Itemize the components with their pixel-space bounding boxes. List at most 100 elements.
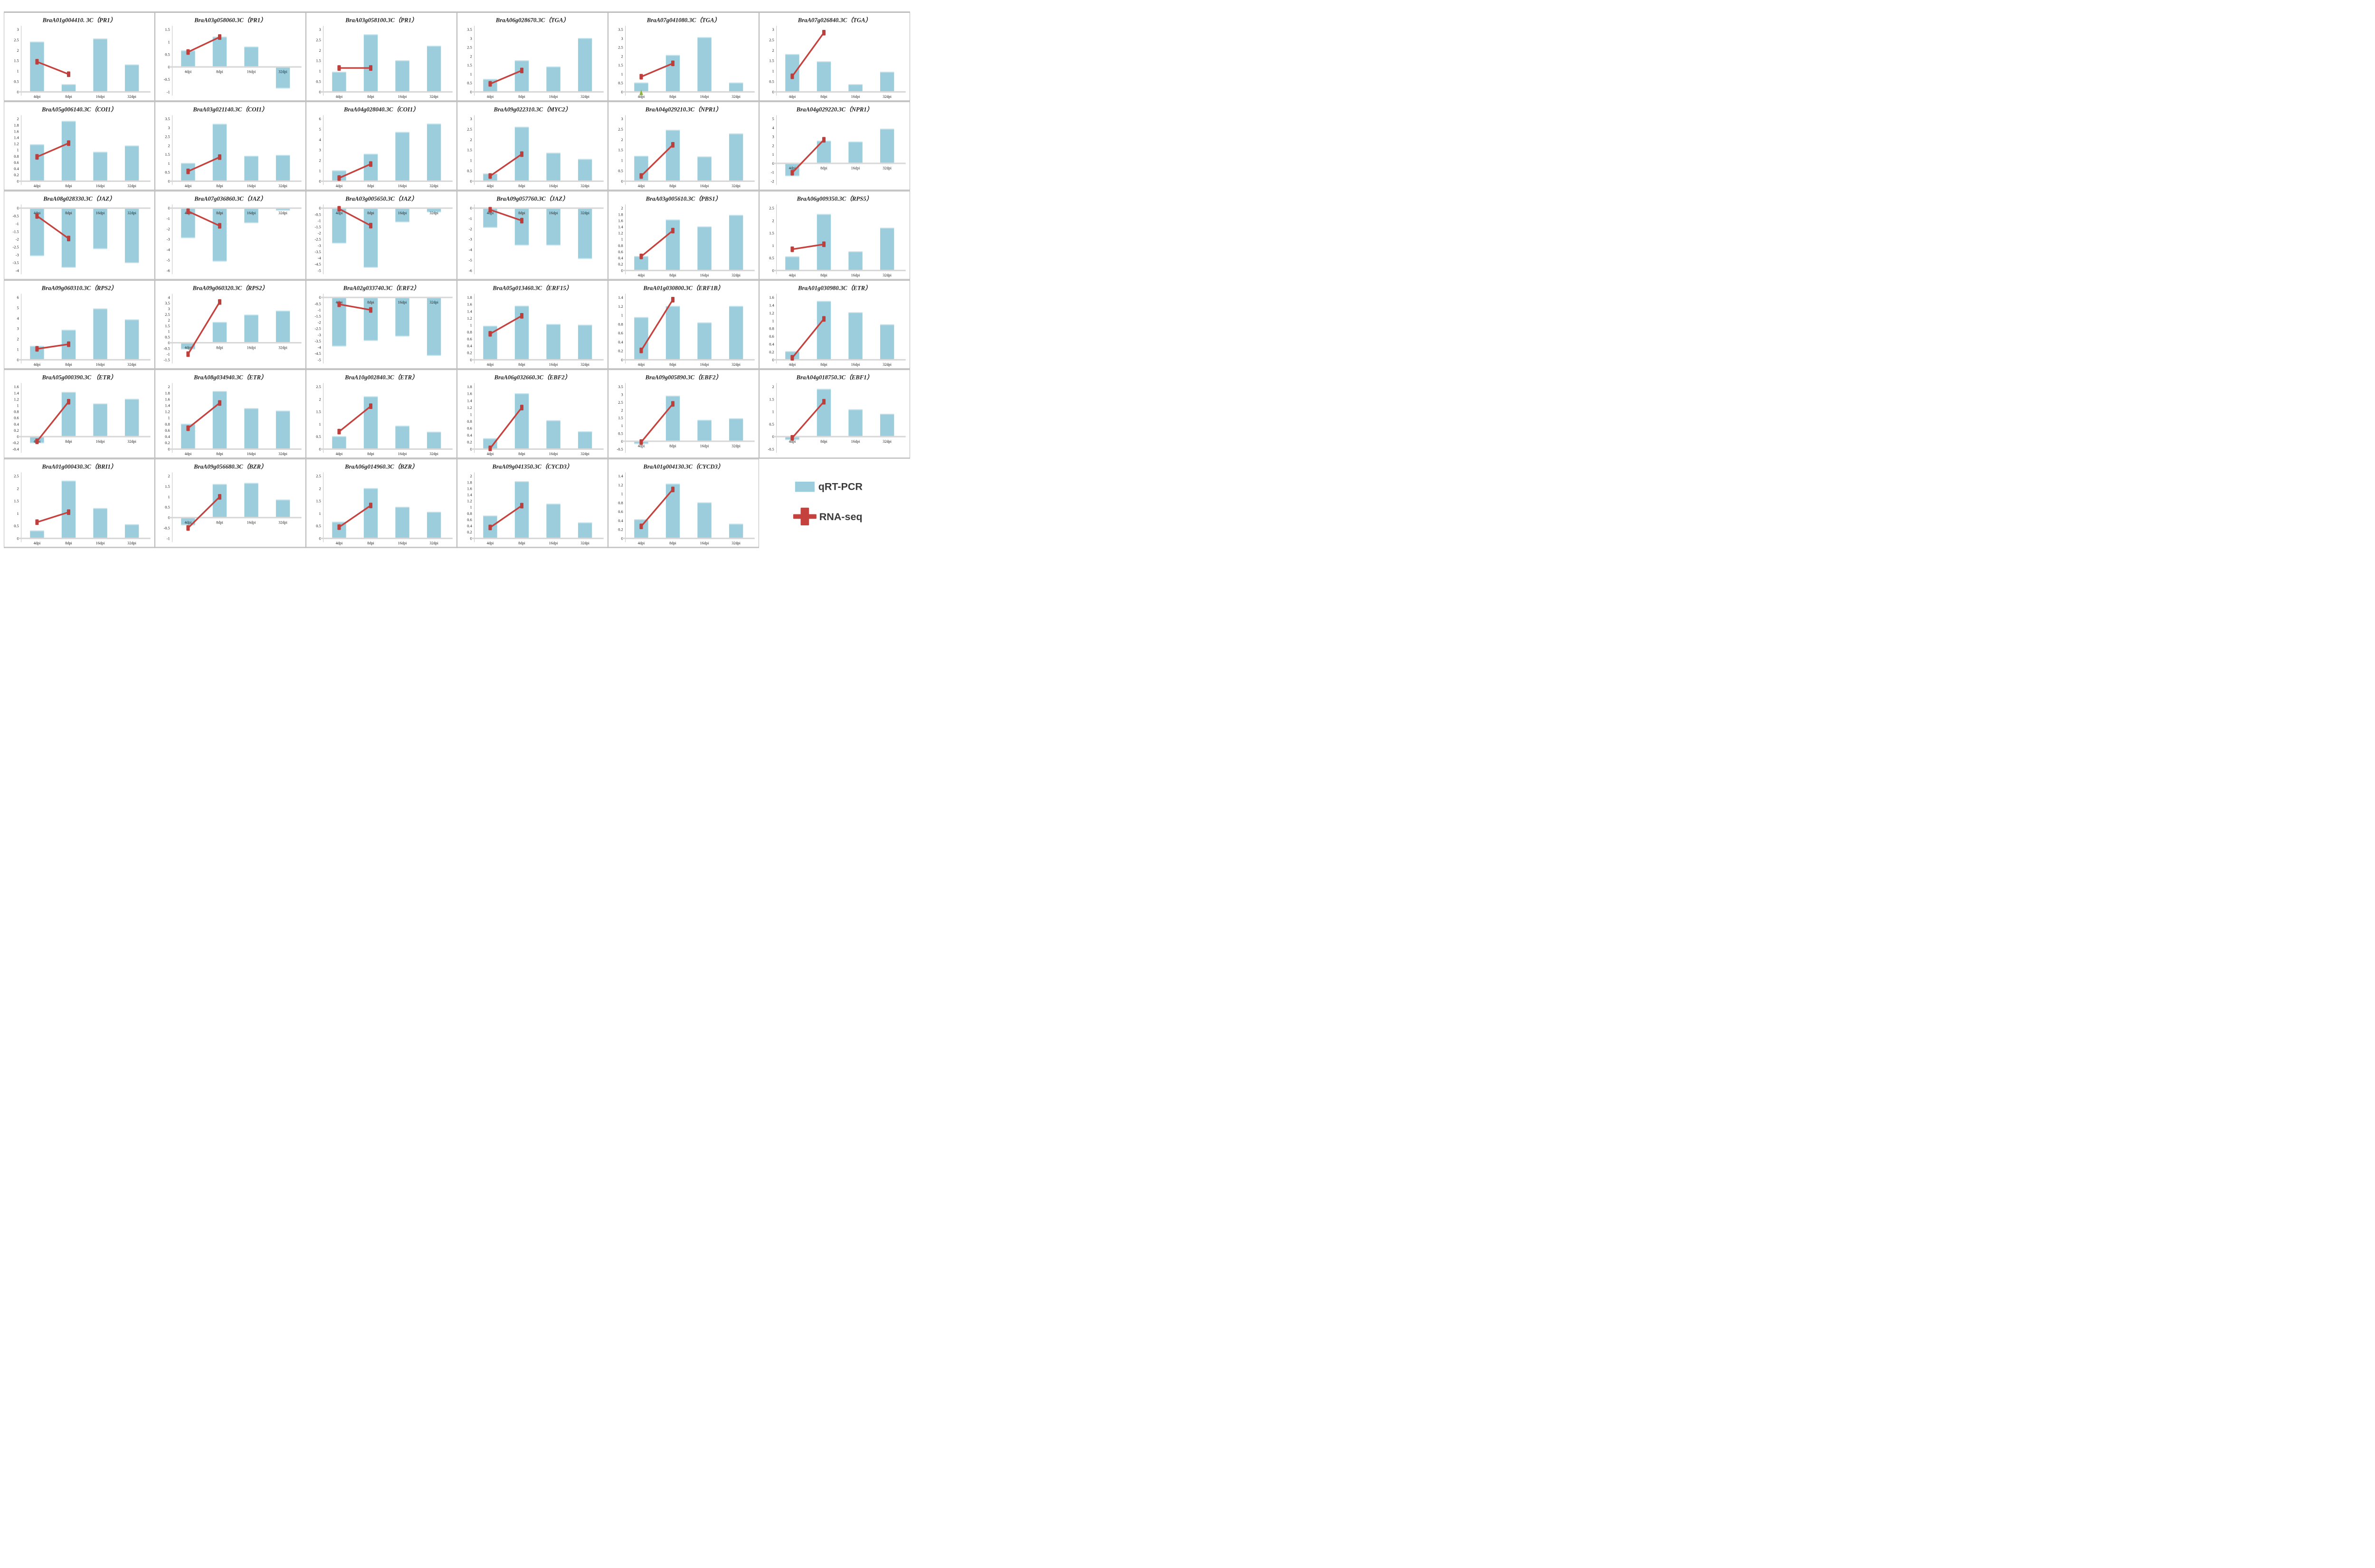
bar-4dpi (181, 517, 195, 525)
svg-text:4dpi: 4dpi (34, 211, 41, 215)
x-axis-labels: 4dpi 8dpi 16dpi 32dpi (789, 95, 892, 99)
svg-text:4dpi: 4dpi (185, 452, 192, 456)
svg-text:1: 1 (772, 69, 774, 74)
svg-text:2: 2 (168, 318, 170, 323)
qrt-pcr-bars (483, 208, 592, 259)
svg-text:2.5: 2.5 (467, 127, 472, 132)
svg-text:0: 0 (470, 179, 472, 183)
chart-svg: BraA09g022310.3C（MYC2） 3 2.5 2 1.5 1 0.5 0 4dpi 8… (467, 106, 604, 188)
bar-16dpi (244, 409, 258, 449)
qrt-pcr-bars (483, 393, 592, 449)
x-axis-labels: 4dpi 8dpi 16dpi 32dpi (185, 184, 288, 188)
svg-text:1.8: 1.8 (467, 295, 472, 300)
svg-text:-1.5: -1.5 (314, 314, 321, 319)
svg-text:16dpi: 16dpi (700, 273, 709, 277)
svg-text:32dpi: 32dpi (127, 95, 136, 99)
svg-text:-1.5: -1.5 (12, 229, 19, 234)
svg-text:32dpi: 32dpi (278, 452, 287, 456)
chart-panel: BraA06g014960.3C（BZR） 2.5 2 1.5 1 0.5 0 4dpi 8dp… (306, 459, 457, 548)
svg-text:1.4: 1.4 (14, 391, 19, 395)
svg-text:1: 1 (168, 416, 170, 420)
bar-8dpi (212, 124, 227, 181)
svg-text:16dpi: 16dpi (96, 184, 105, 188)
svg-text:4dpi: 4dpi (638, 184, 645, 188)
svg-text:32dpi: 32dpi (883, 273, 892, 277)
svg-text:1: 1 (470, 505, 472, 510)
svg-text:4: 4 (772, 126, 775, 130)
bar-8dpi (363, 488, 378, 539)
chart-title: BraA01g000430.3C（BRI1） (41, 463, 116, 470)
svg-text:-1: -1 (167, 352, 170, 356)
rna-seq-marker-8dpi (218, 154, 222, 160)
bar-4dpi (30, 42, 44, 92)
svg-text:8dpi: 8dpi (216, 70, 223, 74)
chart-panel: BraA01g004130.3C（CYCD3） 1.4 1.2 1 0.8 0.6 0.4 0… (608, 459, 759, 548)
chart-title: BraA09g041350.3C（CYCD3） (492, 463, 572, 470)
rna-seq-marker-4dpi (488, 207, 492, 213)
svg-text:1.5: 1.5 (769, 397, 774, 401)
svg-text:0.2: 0.2 (165, 441, 170, 445)
y-axis-tick-labels: 1.5 1 0.5 0 -0.5 -1 (163, 28, 170, 94)
svg-text:2.5: 2.5 (618, 127, 623, 132)
rna-seq-line (339, 208, 371, 227)
bar-8dpi (212, 37, 227, 67)
svg-text:32dpi: 32dpi (732, 273, 741, 277)
svg-text:3.5: 3.5 (618, 28, 623, 32)
qrt-pcr-bars (634, 484, 743, 539)
rna-seq-marker-4dpi (639, 439, 643, 445)
chart-svg: BraA04g029210.3C（NPR1） 3 2.5 2 1.5 1 0.5 0 4dpi 8… (618, 106, 755, 188)
bar-32dpi (124, 146, 139, 181)
qrt-pcr-bars (30, 480, 139, 539)
svg-text:0: 0 (319, 206, 321, 210)
rna-seq-marker-8dpi (520, 218, 524, 224)
svg-text:0.6: 0.6 (14, 161, 19, 165)
svg-text:16dpi: 16dpi (700, 444, 709, 448)
qrt-pcr-bars (634, 37, 743, 92)
chart-title: BraA06g028670.3C（TGA） (495, 17, 569, 24)
svg-text:3: 3 (17, 28, 19, 32)
svg-text:2: 2 (319, 486, 321, 491)
rna-seq-marker-8dpi (66, 509, 71, 515)
bar-16dpi (697, 323, 712, 360)
svg-text:4dpi: 4dpi (336, 211, 343, 215)
svg-text:0: 0 (772, 358, 774, 362)
rna-seq-marker-8dpi (671, 486, 675, 493)
svg-text:3: 3 (772, 135, 774, 139)
svg-text:0: 0 (168, 447, 170, 451)
svg-text:4dpi: 4dpi (185, 520, 192, 524)
svg-text:3.5: 3.5 (618, 385, 623, 389)
green-triangle-marker (639, 89, 643, 95)
svg-text:-3.5: -3.5 (12, 261, 19, 265)
chart-panel: BraA09g057760.3C（JAZ） 0 -1 -2 -3 -4 -5 -6 4dpi 8d… (457, 191, 608, 280)
rna-seq-marker-8dpi (369, 503, 373, 509)
rna-seq-line (792, 243, 824, 250)
svg-text:4dpi: 4dpi (789, 95, 796, 99)
svg-text:1.5: 1.5 (165, 324, 170, 328)
svg-text:1: 1 (168, 330, 170, 334)
svg-text:1: 1 (168, 162, 170, 166)
chart-title: BraA09g022310.3C（MYC2） (494, 106, 571, 113)
bar-16dpi (244, 156, 258, 181)
svg-text:0.5: 0.5 (316, 435, 321, 439)
svg-text:0.8: 0.8 (14, 410, 19, 414)
rna-seq-marker-4dpi (337, 428, 341, 435)
rna-seq-marker-4dpi (35, 213, 39, 219)
svg-text:1.5: 1.5 (467, 63, 472, 67)
rna-seq-line (188, 156, 220, 172)
svg-text:2: 2 (17, 48, 19, 53)
rna-seq-marker-8dpi (671, 60, 675, 67)
bar-16dpi (848, 409, 863, 437)
svg-text:4dpi: 4dpi (34, 184, 41, 188)
svg-text:2: 2 (319, 48, 321, 53)
svg-text:3: 3 (772, 28, 774, 32)
svg-text:2: 2 (17, 337, 19, 342)
svg-text:0.5: 0.5 (467, 169, 472, 173)
x-axis-labels: 4dpi 8dpi 16dpi 32dpi (34, 362, 137, 367)
svg-text:0: 0 (17, 90, 19, 94)
svg-text:5: 5 (17, 306, 19, 310)
svg-text:1.2: 1.2 (14, 397, 19, 401)
svg-text:16dpi: 16dpi (398, 300, 407, 304)
svg-text:8dpi: 8dpi (518, 362, 525, 367)
x-axis-labels: 4dpi 8dpi 16dpi 32dpi (789, 273, 892, 277)
svg-text:0: 0 (17, 536, 19, 541)
